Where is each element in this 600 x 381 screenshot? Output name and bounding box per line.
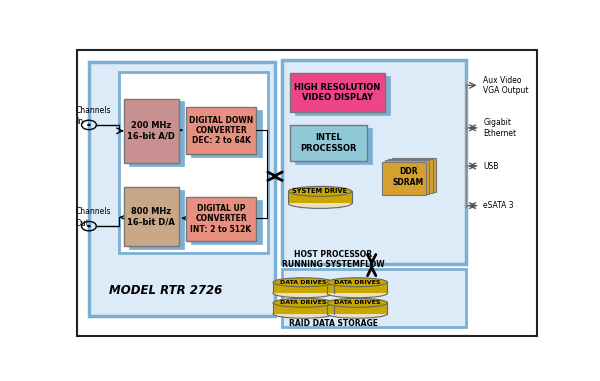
Text: DIGITAL DOWN
CONVERTER
DEC: 2 to 64K: DIGITAL DOWN CONVERTER DEC: 2 to 64K [189,115,253,146]
Bar [282,61,466,264]
Ellipse shape [327,289,388,298]
Bar [289,191,352,203]
Bar [273,303,334,314]
Ellipse shape [289,186,352,196]
Bar [185,107,256,154]
Ellipse shape [327,298,388,307]
Text: RAID DATA STORAGE: RAID DATA STORAGE [289,319,377,328]
Text: DATA DRIVES: DATA DRIVES [280,280,326,285]
Bar [327,303,388,314]
Ellipse shape [273,309,334,318]
Text: INTEL
PROCESSOR: INTEL PROCESSOR [300,133,356,152]
Bar [385,160,430,194]
Bar [129,190,184,249]
Bar [124,99,179,163]
Ellipse shape [327,309,388,318]
Ellipse shape [273,289,334,298]
Bar [191,110,262,157]
Bar [290,73,385,112]
Text: 200 MHz
16-bit A/D: 200 MHz 16-bit A/D [127,121,175,141]
Bar [119,72,268,253]
Bar [290,125,367,161]
Ellipse shape [273,298,334,307]
Text: Channels: Channels [76,207,112,216]
Text: SYSTEM DRIVE: SYSTEM DRIVE [292,188,347,194]
Ellipse shape [327,278,388,287]
Text: Out: Out [76,219,90,228]
Ellipse shape [289,199,352,208]
Bar [388,159,433,193]
Text: HIGH RESOLUTION
VIDEO DISPLAY: HIGH RESOLUTION VIDEO DISPLAY [295,83,380,102]
Bar [89,62,275,315]
Circle shape [88,225,91,227]
Text: DATA DRIVES: DATA DRIVES [334,300,380,305]
Text: Channels: Channels [76,106,112,115]
Bar [273,282,334,293]
Text: DDR
SDRAM: DDR SDRAM [392,167,424,187]
Bar [124,187,179,246]
Text: eSATA 3: eSATA 3 [483,201,514,210]
Circle shape [88,124,91,126]
Text: Gigabit
Ethernet: Gigabit Ethernet [483,118,517,138]
Bar [382,162,426,195]
Ellipse shape [273,278,334,287]
Bar [392,158,436,192]
Text: DATA DRIVES: DATA DRIVES [334,280,380,285]
Text: Aux Video
VGA Output: Aux Video VGA Output [483,75,529,95]
Text: 800 MHz
16-bit D/A: 800 MHz 16-bit D/A [127,207,175,226]
Bar [129,101,184,166]
Bar [282,269,466,327]
Bar [295,128,371,164]
Bar [191,200,262,244]
Text: HOST PROCESSOR
RUNNING SYSTEMFLOW: HOST PROCESSOR RUNNING SYSTEMFLOW [282,250,385,269]
Text: DATA DRIVES: DATA DRIVES [280,300,326,305]
Text: MODEL RTR 2726: MODEL RTR 2726 [109,284,223,297]
Bar [327,282,388,293]
Text: DIGITAL UP
CONVERTER
INT: 2 to 512K: DIGITAL UP CONVERTER INT: 2 to 512K [190,204,251,234]
Bar [185,197,256,241]
Text: USB: USB [483,162,499,171]
Text: In: In [76,117,83,126]
Bar [295,76,390,115]
